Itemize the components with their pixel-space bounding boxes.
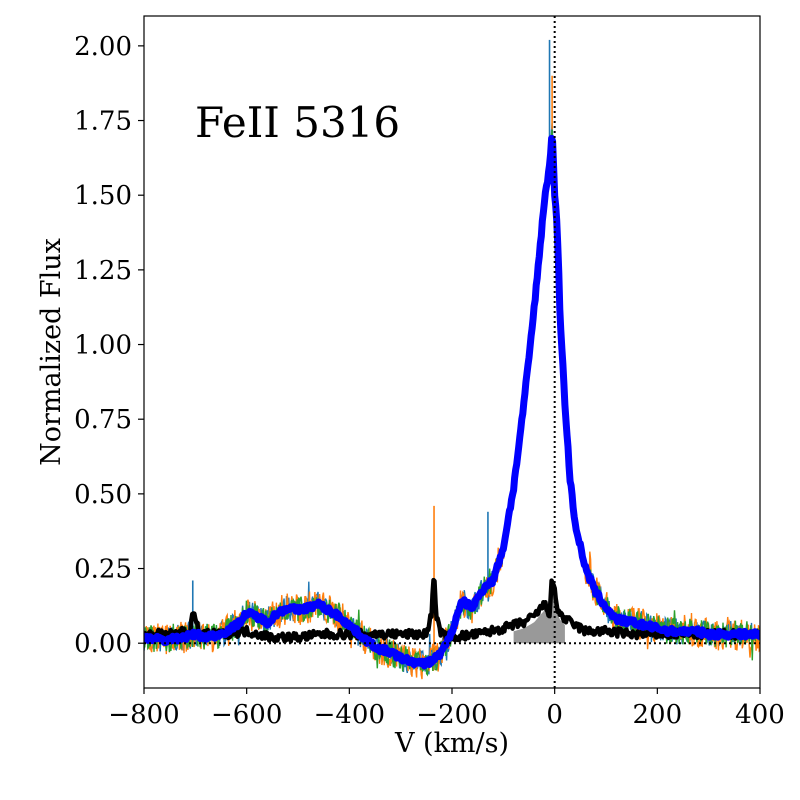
y-axis-label: Normalized Flux bbox=[36, 238, 67, 466]
y-tick-label: 0.50 bbox=[74, 480, 132, 510]
axis-ticks: −800 −600 −400 −200 0 200 400 0.00 0.25 0.50 0.75 1… bbox=[74, 32, 785, 730]
y-tick-label: 0.75 bbox=[74, 405, 132, 435]
spectrum-line-1 bbox=[144, 122, 760, 675]
x-tick-label: 400 bbox=[735, 700, 785, 730]
x-tick-label: −800 bbox=[108, 700, 179, 730]
y-tick-label: 0.25 bbox=[74, 555, 132, 585]
x-tick-label: −200 bbox=[416, 700, 487, 730]
spectrum-line-3 bbox=[144, 129, 760, 677]
mean-profile-line bbox=[144, 134, 760, 670]
y-tick-label: 1.50 bbox=[74, 181, 132, 211]
y-tick-label: 2.00 bbox=[74, 32, 132, 62]
spectrum-line-2 bbox=[144, 134, 760, 680]
plot-area bbox=[144, 16, 760, 688]
y-tick-label: 1.25 bbox=[74, 256, 132, 286]
x-tick-label: 0 bbox=[546, 700, 563, 730]
x-tick-label: 200 bbox=[633, 700, 683, 730]
x-tick-label: −400 bbox=[314, 700, 385, 730]
x-axis-label: V (km/s) bbox=[394, 728, 509, 759]
x-tick-label: −600 bbox=[211, 700, 282, 730]
y-tick-label: 1.75 bbox=[74, 107, 132, 137]
line-annotation: FeII 5316 bbox=[195, 98, 400, 147]
y-tick-label: 1.00 bbox=[74, 331, 132, 361]
y-tick-label: 0.00 bbox=[74, 629, 132, 659]
